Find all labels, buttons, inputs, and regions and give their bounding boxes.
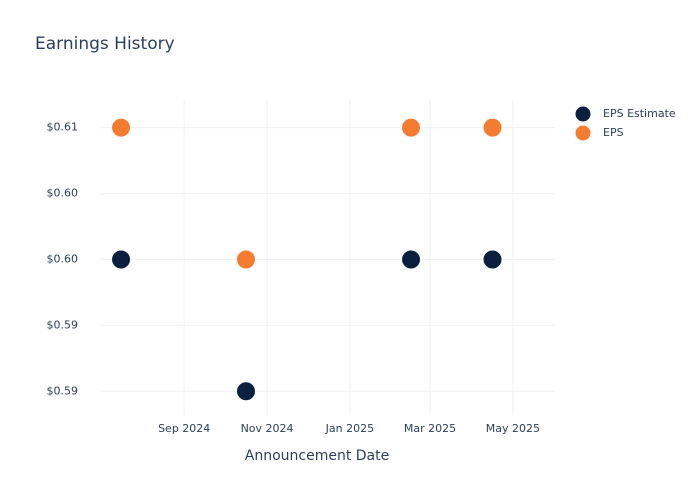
legend-label[interactable]: EPS — [603, 126, 624, 139]
marker[interactable] — [401, 117, 422, 138]
x-axis-label: Announcement Date — [245, 448, 389, 464]
marker[interactable] — [401, 249, 422, 270]
y-tick-label: $0.61 — [47, 121, 79, 134]
x-tick-label: Mar 2025 — [404, 422, 456, 435]
x-tick-label: May 2025 — [486, 422, 540, 435]
x-tick-label: Jan 2025 — [325, 422, 374, 435]
marker[interactable] — [111, 117, 132, 138]
y-tick-label: $0.60 — [47, 187, 79, 200]
y-tick-label: $0.60 — [47, 252, 79, 265]
marker[interactable] — [482, 117, 503, 138]
x-tick-label: Nov 2024 — [241, 422, 294, 435]
chart-title: Earnings History — [35, 34, 175, 54]
x-tick-label: Sep 2024 — [158, 422, 210, 435]
marker[interactable] — [111, 249, 132, 270]
marker[interactable] — [236, 249, 257, 270]
legend-marker[interactable] — [575, 125, 591, 141]
y-tick-label: $0.59 — [47, 384, 79, 397]
y-tick-label: $0.59 — [47, 318, 79, 331]
legend-label[interactable]: EPS Estimate — [603, 107, 676, 120]
marker[interactable] — [482, 249, 503, 270]
legend-marker[interactable] — [575, 106, 591, 122]
marker[interactable] — [236, 381, 257, 402]
